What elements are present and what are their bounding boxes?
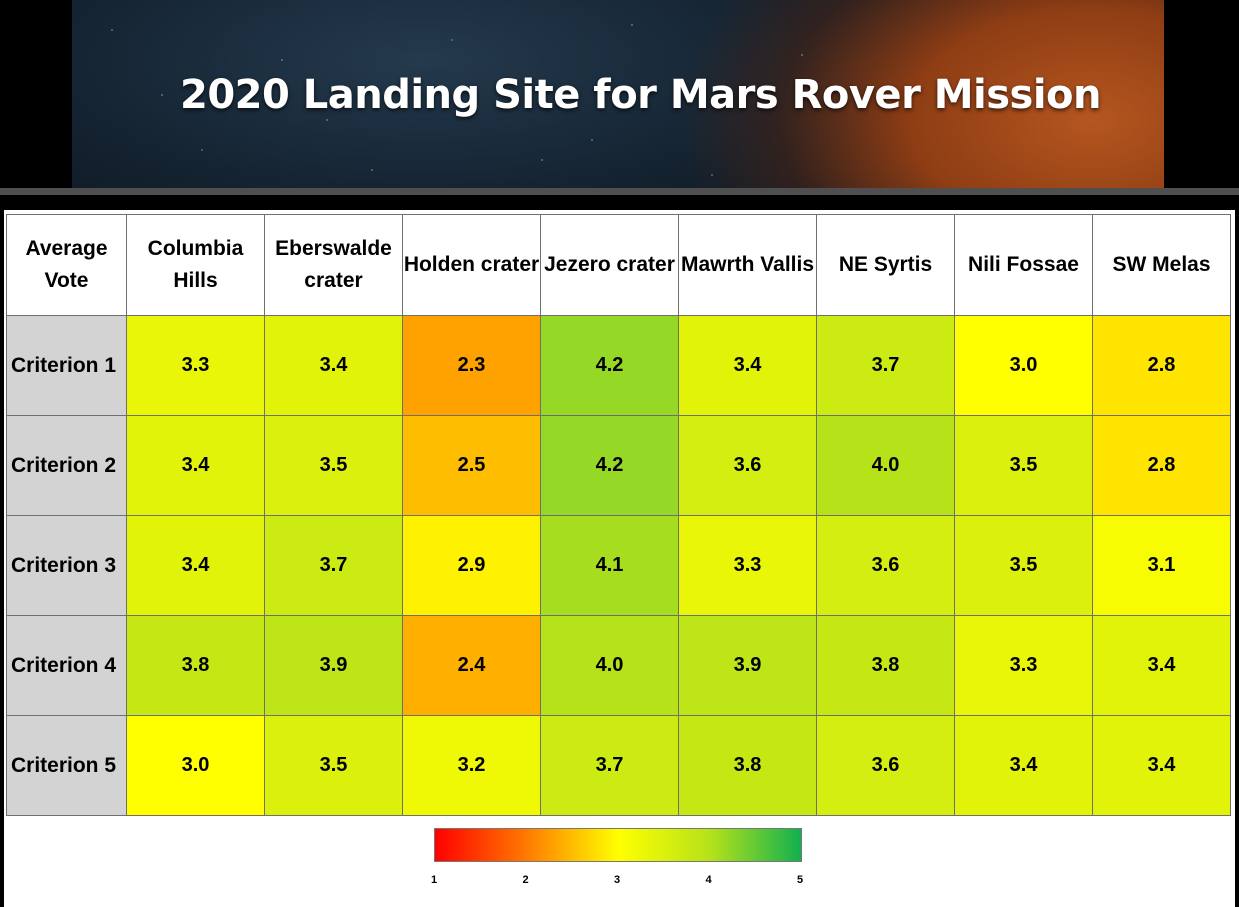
heatmap-cell: 3.1 [1092, 515, 1231, 616]
table-row: Criterion 4 3.8 3.9 2.4 4.0 3.9 3.8 3.3 3.4 [6, 615, 1231, 716]
heatmap-cell: 4.0 [816, 415, 955, 516]
heatmap-cell: 3.7 [816, 315, 955, 416]
legend-gradient-bar [434, 828, 802, 862]
heatmap-cell: 3.7 [264, 515, 403, 616]
heatmap-cell: 3.5 [954, 415, 1093, 516]
heatmap-cell: 2.3 [402, 315, 541, 416]
title-banner: 2020 Landing Site for Mars Rover Mission [72, 0, 1164, 188]
heatmap-cell: 3.4 [1092, 615, 1231, 716]
heatmap-cell: 3.0 [126, 715, 265, 816]
corner-label-text: Average Vote [25, 237, 108, 292]
heatmap-cell: 3.3 [126, 315, 265, 416]
heatmap-cell: 3.9 [678, 615, 817, 716]
table-row: Criterion 5 3.0 3.5 3.2 3.7 3.8 3.6 3.4 3.4 [6, 715, 1231, 816]
heatmap-cell: 3.8 [126, 615, 265, 716]
row-label: Criterion 2 [6, 415, 127, 516]
page-title: 2020 Landing Site for Mars Rover Mission [180, 72, 1102, 118]
heatmap-cell: 3.4 [126, 515, 265, 616]
row-label: Criterion 1 [6, 315, 127, 416]
heatmap-cell: 3.4 [126, 415, 265, 516]
heatmap-cell: 3.3 [954, 615, 1093, 716]
column-header: Nili Fossae [954, 214, 1093, 316]
column-header: SW Melas [1092, 214, 1231, 316]
starfield-background [72, 0, 1164, 188]
heatmap-cell: 3.3 [678, 515, 817, 616]
column-header: Eberswalde crater [264, 214, 403, 316]
row-label: Criterion 5 [6, 715, 127, 816]
column-header: Mawrth Vallis [678, 214, 817, 316]
header-row: Average Vote Columbia Hills Eberswalde cr… [6, 214, 1231, 316]
corner-label: Average Vote [6, 214, 127, 316]
table-row: Criterion 3 3.4 3.7 2.9 4.1 3.3 3.6 3.5 3.1 [6, 515, 1231, 616]
heatmap-cell: 4.0 [540, 615, 679, 716]
column-header: Columbia Hills [126, 214, 265, 316]
heatmap-cell: 3.4 [264, 315, 403, 416]
divider-bar [0, 188, 1239, 195]
heatmap-cell: 3.6 [816, 515, 955, 616]
heatmap-panel: Average Vote Columbia Hills Eberswalde cr… [4, 210, 1235, 907]
heatmap-cell: 4.2 [540, 315, 679, 416]
heatmap-cell: 3.6 [816, 715, 955, 816]
column-header: NE Syrtis [816, 214, 955, 316]
heatmap-cell: 2.8 [1092, 315, 1231, 416]
heatmap-cell: 3.8 [816, 615, 955, 716]
legend-tick-label: 2 [522, 874, 529, 886]
heatmap-cell: 3.4 [954, 715, 1093, 816]
heatmap-cell: 2.9 [402, 515, 541, 616]
legend-tick-label: 4 [705, 874, 712, 886]
heatmap-cell: 2.8 [1092, 415, 1231, 516]
heatmap-table: Average Vote Columbia Hills Eberswalde cr… [6, 214, 1231, 816]
heatmap-cell: 4.2 [540, 415, 679, 516]
legend-tick-label: 1 [430, 874, 438, 886]
heatmap-cell: 3.7 [540, 715, 679, 816]
heatmap-cell: 3.2 [402, 715, 541, 816]
heatmap-cell: 3.9 [264, 615, 403, 716]
heatmap-cell: 3.6 [678, 415, 817, 516]
row-label: Criterion 3 [6, 515, 127, 616]
heatmap-cell: 2.5 [402, 415, 541, 516]
table-row: Criterion 2 3.4 3.5 2.5 4.2 3.6 4.0 3.5 2.8 [6, 415, 1231, 516]
heatmap-cell: 3.5 [264, 415, 403, 516]
row-label: Criterion 4 [6, 615, 127, 716]
heatmap-cell: 3.0 [954, 315, 1093, 416]
legend-tick-label: 5 [796, 874, 804, 886]
table-row: Criterion 1 3.3 3.4 2.3 4.2 3.4 3.7 3.0 2.8 [6, 315, 1231, 416]
heatmap-cell: 3.8 [678, 715, 817, 816]
heatmap-cell: 3.5 [264, 715, 403, 816]
legend-tick-label: 3 [613, 874, 621, 886]
color-legend: 1 2 3 4 5 [430, 828, 810, 898]
column-header: Holden crater [402, 214, 541, 316]
heatmap-cell: 4.1 [540, 515, 679, 616]
column-header: Jezero crater [540, 214, 679, 316]
heatmap-cell: 3.4 [678, 315, 817, 416]
heatmap-cell: 2.4 [402, 615, 541, 716]
heatmap-cell: 3.4 [1092, 715, 1231, 816]
table-body: Criterion 1 3.3 3.4 2.3 4.2 3.4 3.7 3.0 2.8 Crite… [6, 315, 1231, 816]
heatmap-cell: 3.5 [954, 515, 1093, 616]
